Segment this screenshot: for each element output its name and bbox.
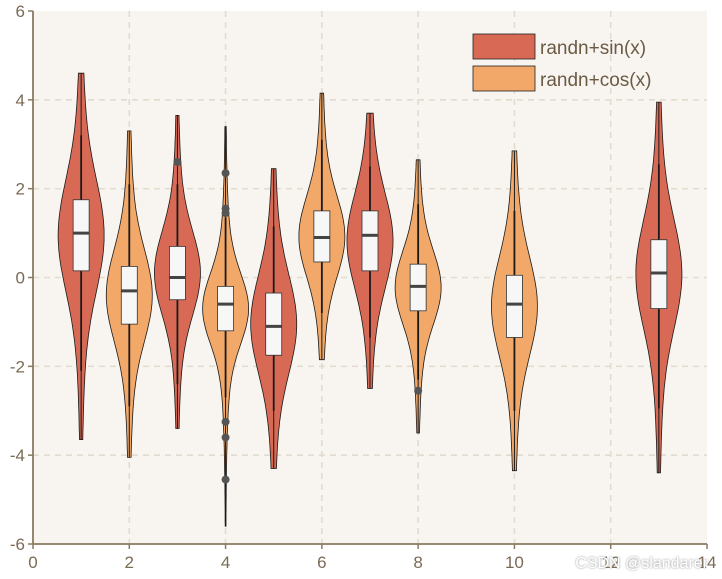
x-tick-label: 2	[125, 553, 134, 572]
outlier-point	[221, 169, 230, 178]
violin-10	[635, 101, 683, 474]
violin-6	[298, 92, 346, 361]
outlier-point	[414, 386, 423, 395]
violin-1	[57, 72, 105, 440]
box-iqr	[506, 274, 523, 338]
violin-8	[394, 159, 442, 434]
x-tick-label: 8	[413, 553, 422, 572]
legend: randn+sin(x) randn+cos(x)	[472, 33, 651, 92]
violin-9	[490, 150, 538, 472]
x-tick-label: 6	[317, 553, 326, 572]
y-tick-label: -2	[10, 357, 25, 376]
box-iqr	[169, 246, 186, 301]
y-tick-label: 4	[16, 91, 25, 110]
box-iqr	[361, 210, 379, 272]
box-iqr	[217, 285, 234, 332]
x-tick-label: 12	[601, 553, 620, 572]
y-tick-label: -4	[10, 446, 25, 465]
violin-5	[250, 168, 298, 469]
outlier-point	[221, 417, 230, 426]
outlier-point	[173, 158, 182, 167]
box-iqr	[72, 199, 90, 272]
legend-label: randn+sin(x)	[540, 38, 646, 59]
legend-swatch	[472, 65, 536, 92]
x-tick-label: 10	[505, 553, 524, 572]
box-iqr	[120, 265, 138, 325]
violin-2	[105, 130, 153, 458]
y-tick-label: 6	[16, 2, 25, 21]
y-tick-label: 0	[16, 269, 25, 288]
watermark: CSDN @slandarer	[575, 555, 708, 572]
outlier-point	[221, 475, 230, 484]
outlier-point	[221, 209, 230, 218]
outlier-point	[221, 433, 230, 442]
y-tick-label: 2	[16, 180, 25, 199]
legend-swatch	[472, 33, 536, 60]
y-tick-label: -6	[10, 535, 25, 554]
x-tick-label: 14	[698, 553, 717, 572]
box-iqr	[265, 292, 283, 356]
violin-4	[202, 126, 250, 527]
violin-series	[57, 72, 683, 527]
x-tick-label: 4	[221, 553, 230, 572]
violin-3	[153, 115, 201, 429]
x-tick-label: 0	[28, 553, 37, 572]
axes: 0 2 4 6 8 10 12 14 6 4 2 0 -2 -4 -6	[10, 2, 717, 572]
violin-7	[346, 112, 394, 389]
legend-label: randn+cos(x)	[540, 70, 651, 91]
